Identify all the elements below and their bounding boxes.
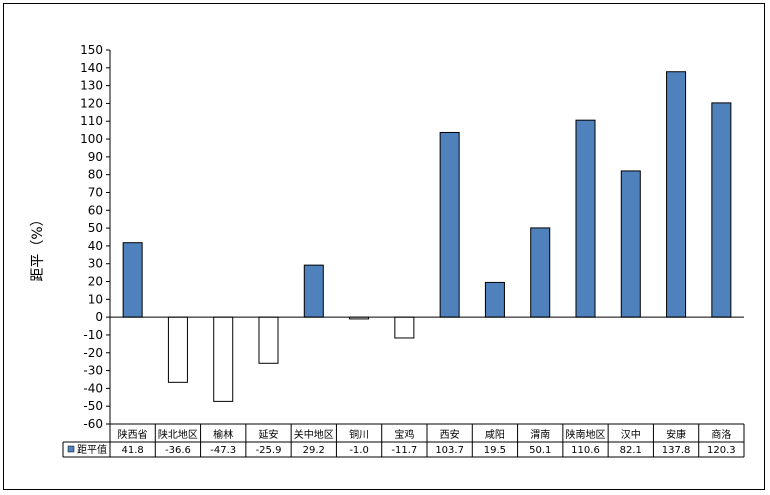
data-value-label: 82.1	[620, 445, 642, 456]
data-value-label: -47.3	[210, 445, 236, 456]
bar	[122, 242, 143, 318]
category-label: 榆林	[213, 428, 233, 441]
data-value-label: 137.8	[662, 445, 691, 456]
bar	[530, 227, 551, 318]
category-label: 陕北地区	[158, 428, 198, 441]
data-value-label: 19.5	[484, 445, 506, 456]
category-label: 延安	[259, 428, 279, 441]
category-label: 陕西省	[118, 428, 148, 441]
data-value-label: 29.2	[303, 445, 325, 456]
category-label: 西安	[440, 428, 460, 441]
y-tick-label: 110	[80, 114, 103, 128]
data-value-label: -25.9	[256, 445, 282, 456]
category-label: 关中地区	[294, 428, 334, 441]
category-label: 陕南地区	[566, 428, 606, 441]
y-tick-label: 70	[88, 185, 103, 199]
y-tick-label: -20	[83, 346, 103, 360]
y-tick-label: 120	[80, 96, 103, 110]
category-label: 铜川	[349, 429, 369, 441]
category-label: 汉中	[621, 428, 641, 441]
y-tick-label: 40	[88, 239, 103, 253]
plot-area: -60 -50 -40 -30 -20 -10 0 10 20 30 40 50 60 70 80 90 100…	[80, 43, 744, 431]
y-tick-label: -50	[83, 399, 103, 413]
category-label: 渭南	[530, 428, 550, 441]
y-axis-label-group: 距平（%）	[30, 212, 46, 281]
y-tick-label: 30	[88, 257, 103, 271]
y-tick-label: -30	[83, 364, 103, 378]
data-value-label: 103.7	[435, 445, 464, 456]
data-value-label: 50.1	[529, 445, 551, 456]
y-tick-label: 150	[80, 43, 103, 57]
legend-label: 距平值	[77, 443, 107, 456]
y-tick-label: -40	[83, 381, 103, 395]
chart-frame: 距平（%） -60 -50 -40 -30 -20 -10 0 10 20 30 40 50 60 70 8…	[3, 3, 765, 490]
y-axis-label: 距平（%）	[30, 212, 46, 281]
y-tick-label: 90	[88, 150, 103, 164]
legend-swatch	[67, 445, 75, 453]
y-tick-label: 50	[88, 221, 103, 235]
bar	[575, 119, 596, 318]
data-value-label: -11.7	[391, 445, 417, 456]
y-tick-label: 80	[88, 168, 103, 182]
y-tick-label: -60	[83, 417, 103, 431]
bar	[439, 131, 460, 318]
y-tick-label: 100	[80, 132, 103, 146]
y-tick-label: 10	[88, 292, 103, 306]
data-value-label: 110.6	[571, 445, 600, 456]
data-value-label: 120.3	[707, 445, 736, 456]
y-tick-label: -10	[83, 328, 103, 342]
category-label: 商洛	[711, 428, 731, 441]
data-value-label: 41.8	[122, 445, 144, 456]
bar	[258, 316, 279, 364]
data-value-label: -1.0	[349, 445, 369, 456]
y-tick-label: 130	[80, 79, 103, 93]
category-label: 宝鸡	[394, 428, 414, 441]
category-label: 安康	[666, 428, 686, 441]
bar	[213, 316, 234, 402]
bar	[620, 170, 641, 318]
bar	[394, 316, 415, 339]
category-label: 咸阳	[485, 429, 505, 441]
bar	[167, 316, 188, 383]
y-tick-label: 140	[80, 61, 103, 75]
y-tick-label: 60	[88, 203, 103, 217]
y-tick-label: 20	[88, 275, 103, 289]
bar	[484, 281, 505, 318]
y-tick-label: 0	[95, 310, 103, 324]
chart-svg: 距平（%） -60 -50 -40 -30 -20 -10 0 10 20 30 40 50 60 70 8…	[30, 43, 745, 458]
bar	[303, 264, 324, 318]
bar	[711, 102, 732, 318]
bar	[666, 71, 687, 318]
data-value-label: -36.6	[165, 445, 191, 456]
